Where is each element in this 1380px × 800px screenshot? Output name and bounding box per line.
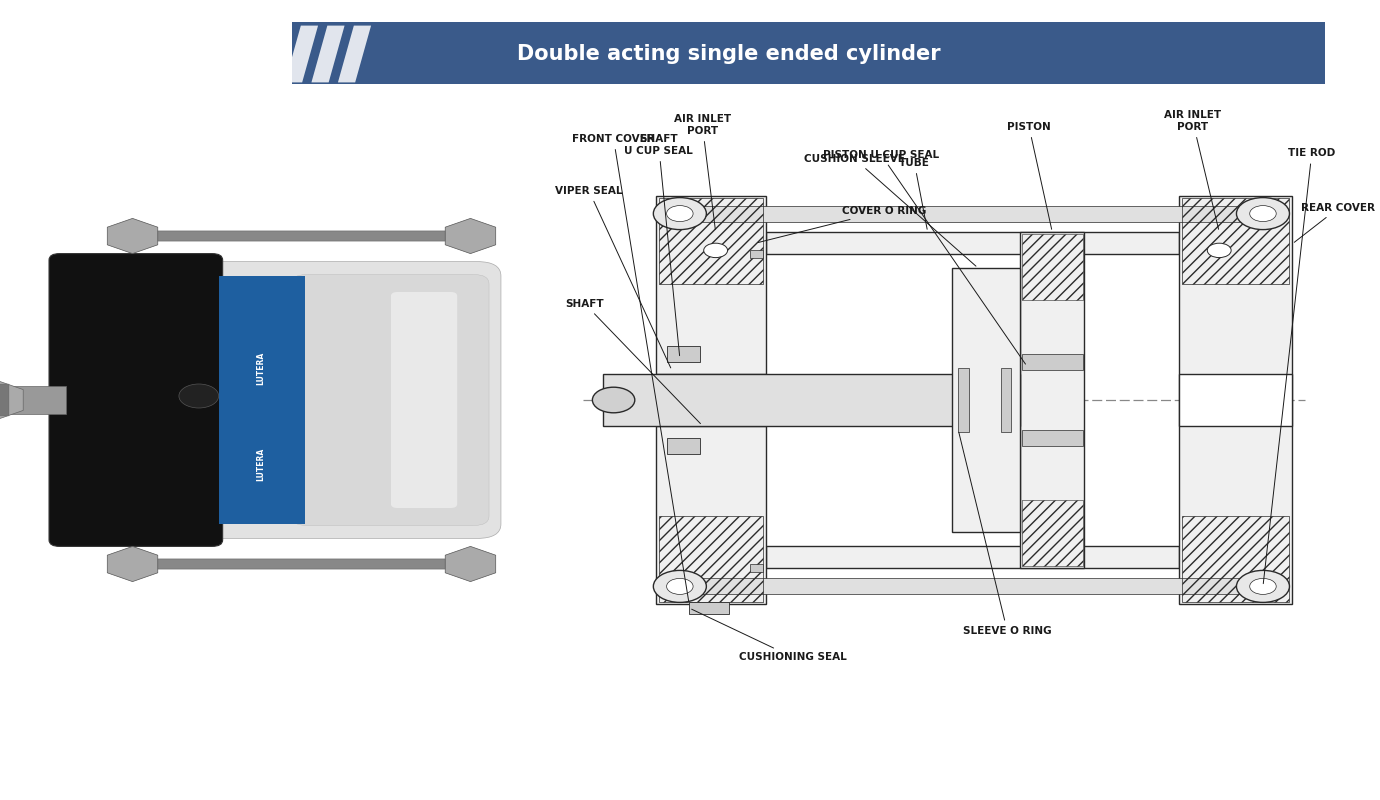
Text: SHAFT
U CUP SEAL: SHAFT U CUP SEAL bbox=[624, 134, 693, 356]
FancyBboxPatch shape bbox=[50, 254, 222, 546]
Text: REAR COVER: REAR COVER bbox=[1294, 203, 1376, 242]
Circle shape bbox=[667, 578, 693, 594]
Bar bbox=[0, 384, 10, 416]
Bar bbox=[132, 559, 484, 569]
Bar bbox=[766, 546, 1180, 568]
Bar bbox=[667, 438, 700, 454]
Circle shape bbox=[179, 384, 218, 408]
Bar bbox=[603, 374, 1020, 426]
Bar bbox=[1180, 374, 1292, 426]
Bar bbox=[1021, 430, 1083, 446]
Bar bbox=[680, 578, 1263, 594]
Text: FRONT COVER: FRONT COVER bbox=[573, 134, 689, 602]
Bar bbox=[658, 516, 763, 602]
Bar bbox=[132, 231, 484, 241]
Text: SHAFT: SHAFT bbox=[566, 299, 701, 424]
Bar bbox=[1020, 232, 1085, 568]
Bar bbox=[1021, 354, 1083, 370]
Bar bbox=[656, 374, 766, 426]
Polygon shape bbox=[258, 26, 291, 82]
Bar bbox=[1000, 368, 1012, 432]
FancyBboxPatch shape bbox=[188, 262, 501, 538]
Bar bbox=[132, 559, 484, 569]
Circle shape bbox=[1236, 570, 1289, 602]
Text: AIR INLET
PORT: AIR INLET PORT bbox=[673, 114, 731, 230]
Bar bbox=[751, 564, 763, 572]
Circle shape bbox=[667, 206, 693, 222]
Text: VIPER SEAL: VIPER SEAL bbox=[555, 186, 671, 368]
Circle shape bbox=[592, 387, 635, 413]
Text: TUBE: TUBE bbox=[898, 158, 930, 230]
Text: PISTON: PISTON bbox=[1007, 122, 1052, 230]
Circle shape bbox=[653, 198, 707, 230]
FancyBboxPatch shape bbox=[291, 274, 489, 526]
Text: COVER O RING: COVER O RING bbox=[758, 206, 926, 242]
Bar bbox=[658, 198, 763, 284]
Bar bbox=[766, 232, 1180, 254]
Text: CUSHIONING SEAL: CUSHIONING SEAL bbox=[691, 609, 846, 662]
Bar bbox=[680, 206, 1263, 222]
Circle shape bbox=[1250, 206, 1276, 222]
Bar bbox=[689, 602, 729, 614]
Circle shape bbox=[704, 243, 727, 258]
Bar bbox=[952, 268, 1020, 532]
Polygon shape bbox=[338, 26, 371, 82]
Text: SLEEVE O RING: SLEEVE O RING bbox=[959, 432, 1052, 635]
Bar bbox=[0, 386, 66, 414]
Bar bbox=[1183, 198, 1289, 284]
Circle shape bbox=[1236, 198, 1289, 230]
Bar bbox=[1180, 196, 1292, 604]
Bar bbox=[132, 231, 484, 241]
Text: Double acting single ended cylinder: Double acting single ended cylinder bbox=[518, 43, 941, 63]
Circle shape bbox=[653, 570, 707, 602]
Bar bbox=[952, 374, 1020, 426]
Bar bbox=[656, 196, 766, 604]
Text: CUSHION SLEEVE: CUSHION SLEEVE bbox=[805, 154, 976, 266]
Bar bbox=[1021, 234, 1083, 300]
Text: PISTON U CUP SEAL: PISTON U CUP SEAL bbox=[824, 150, 1025, 364]
Polygon shape bbox=[312, 26, 345, 82]
Bar bbox=[751, 250, 763, 258]
Circle shape bbox=[1250, 578, 1276, 594]
Bar bbox=[958, 368, 969, 432]
Polygon shape bbox=[284, 26, 317, 82]
Bar bbox=[667, 346, 700, 362]
Bar bbox=[1183, 516, 1289, 602]
Circle shape bbox=[1208, 243, 1231, 258]
Text: AIR INLET
PORT: AIR INLET PORT bbox=[1165, 110, 1221, 230]
Text: LUTERA: LUTERA bbox=[257, 351, 265, 385]
Bar bbox=[291, 22, 1325, 84]
FancyBboxPatch shape bbox=[391, 292, 457, 508]
Bar bbox=[218, 276, 305, 524]
Text: TIE ROD: TIE ROD bbox=[1263, 149, 1336, 584]
Text: LUTERA: LUTERA bbox=[257, 447, 265, 481]
Bar bbox=[1021, 500, 1083, 566]
